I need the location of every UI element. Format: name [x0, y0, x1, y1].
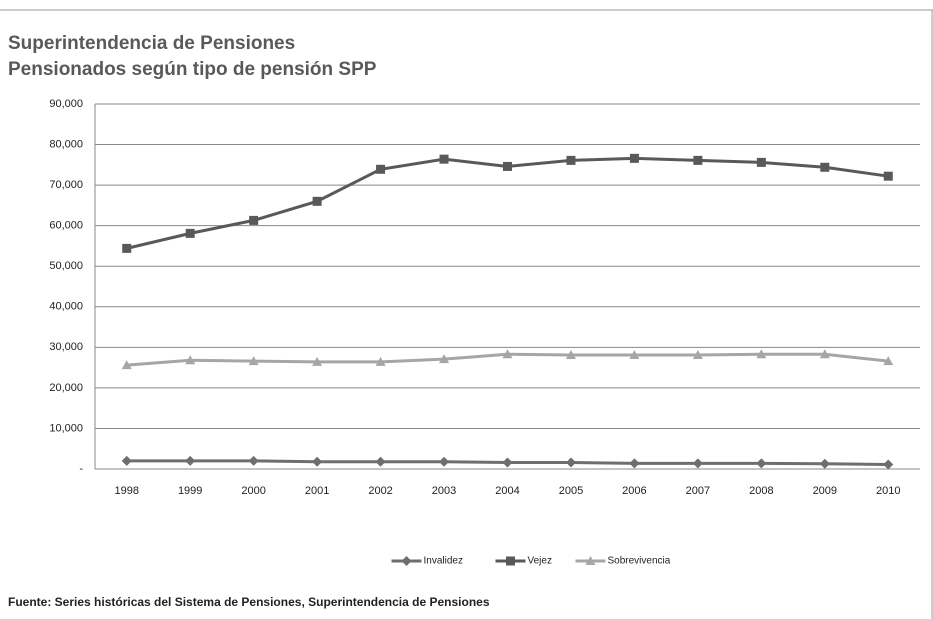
chart-subtitle: Pensionados según tipo de pensión SPP: [8, 59, 377, 80]
marker: [312, 356, 323, 366]
y-tick-label: 90,000: [49, 98, 83, 110]
y-tick-label: 40,000: [49, 301, 83, 313]
marker: [185, 355, 196, 365]
marker: [692, 458, 703, 469]
source: Fuente: Series históricas del Sistema de…: [8, 595, 490, 609]
marker: [819, 458, 830, 469]
y-tick-label: 10,000: [49, 422, 83, 434]
marker: [122, 243, 132, 253]
x-tick-label: 2010: [876, 485, 900, 497]
x-tick-label: 2007: [686, 485, 710, 497]
marker: [819, 349, 830, 359]
marker: [502, 349, 513, 359]
x-tick-label: 2006: [622, 485, 646, 497]
marker: [883, 459, 894, 470]
marker: [248, 356, 259, 366]
marker: [376, 164, 386, 174]
marker: [312, 196, 322, 206]
marker: [248, 455, 259, 466]
marker: [585, 556, 596, 565]
marker: [506, 556, 515, 566]
marker: [503, 161, 512, 171]
x-tick-label: 2001: [305, 485, 329, 497]
x-tick-label: 2002: [368, 485, 392, 497]
chart-title: Superintendencia de Pensiones: [8, 33, 295, 54]
y-tick-label: 20,000: [49, 382, 83, 394]
y-tick-label: 70,000: [49, 179, 83, 191]
x-tick-label: 2000: [241, 485, 265, 497]
marker: [883, 171, 893, 181]
marker: [502, 457, 513, 468]
marker: [121, 360, 132, 370]
marker: [565, 457, 576, 468]
y-tick-label: 30,000: [49, 341, 83, 353]
marker: [820, 162, 830, 172]
marker: [121, 455, 132, 466]
marker: [249, 215, 259, 225]
legend-label: Vejez: [528, 556, 552, 567]
legend-label: Sobrevivencia: [608, 556, 671, 567]
marker: [565, 350, 576, 360]
marker: [629, 458, 640, 469]
x-tick-label: 2003: [432, 485, 456, 497]
marker: [756, 349, 767, 359]
x-tick-label: 2004: [495, 485, 519, 497]
marker: [693, 155, 703, 165]
marker: [883, 356, 894, 366]
y-tick-label: -: [79, 463, 83, 475]
marker: [375, 356, 386, 366]
x-tick-label: 2009: [813, 485, 837, 497]
marker: [312, 456, 323, 467]
series-line: [126, 156, 889, 250]
marker: [756, 458, 767, 469]
marker: [756, 157, 766, 167]
marker: [185, 455, 196, 466]
y-tick-label: 50,000: [49, 260, 83, 272]
marker: [566, 155, 576, 165]
marker: [629, 153, 639, 163]
x-tick-label: 2008: [749, 485, 773, 497]
marker: [375, 456, 386, 467]
x-tick-label: 1999: [178, 485, 202, 497]
marker: [439, 456, 450, 467]
x-tick-label: 2005: [559, 485, 583, 497]
marker: [692, 350, 703, 360]
y-tick-label: 80,000: [49, 138, 83, 150]
legend-label: Invalidez: [424, 556, 463, 567]
y-tick-label: 60,000: [49, 220, 83, 232]
marker: [401, 556, 412, 566]
marker: [185, 228, 195, 238]
x-tick-label: 1998: [114, 485, 138, 497]
marker: [439, 154, 449, 164]
marker: [629, 350, 640, 360]
marker: [439, 354, 450, 364]
